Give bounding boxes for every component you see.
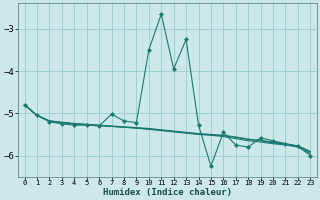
- X-axis label: Humidex (Indice chaleur): Humidex (Indice chaleur): [103, 188, 232, 197]
